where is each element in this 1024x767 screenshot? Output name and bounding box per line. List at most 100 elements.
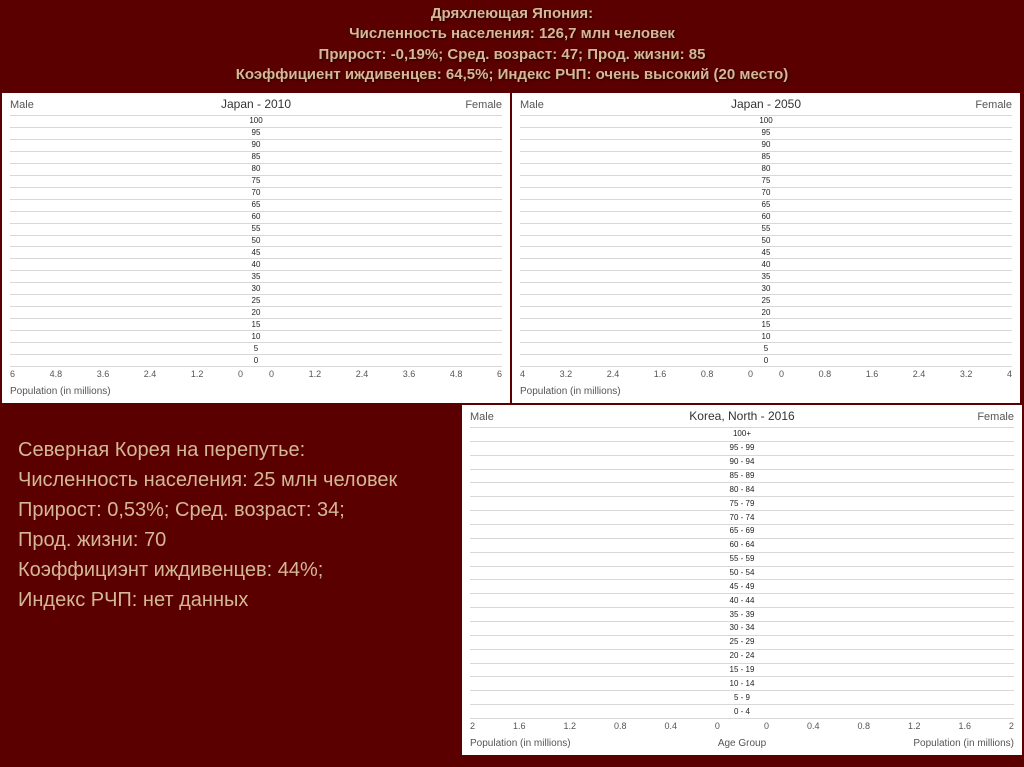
pyramid-row: 20 xyxy=(520,307,1012,319)
age-label: 20 - 24 xyxy=(720,652,764,660)
chart-north-korea-2016: Male Korea, North - 2016 Female 100+95 -… xyxy=(462,405,1022,755)
pyramid-row: 10 xyxy=(10,331,502,343)
chart-title: Korea, North - 2016 xyxy=(462,409,1022,423)
chart-title: Japan - 2010 xyxy=(2,97,510,111)
pyramid-row: 25 xyxy=(10,295,502,307)
pyramid-row: 45 xyxy=(520,247,1012,259)
age-label: 55 xyxy=(243,225,269,233)
female-label: Female xyxy=(465,99,502,111)
pyramid-row: 75 xyxy=(10,176,502,188)
age-label: 25 - 29 xyxy=(720,638,764,646)
pyramid-row: 65 xyxy=(10,200,502,212)
pyramid-row: 65 xyxy=(520,200,1012,212)
age-label: 90 xyxy=(753,141,779,149)
x-tick: 4.8 xyxy=(450,369,463,381)
age-label: 5 - 9 xyxy=(720,694,764,702)
x-tick: 0 xyxy=(779,369,784,381)
pyramid-row: 95 xyxy=(10,128,502,140)
pyramid-row: 90 xyxy=(10,140,502,152)
header-line: Дряхлеющая Япония: xyxy=(20,4,1004,24)
text-line: Прирост: 0,53%; Сред. возраст: 34; xyxy=(18,495,444,525)
age-label: 90 - 94 xyxy=(720,458,764,466)
pyramid-row: 30 - 34 xyxy=(470,622,1014,636)
age-label: 85 xyxy=(753,153,779,161)
age-label: 80 xyxy=(753,165,779,173)
pyramid-row: 40 - 44 xyxy=(470,594,1014,608)
age-label: 0 xyxy=(243,357,269,365)
x-tick: 1.2 xyxy=(563,721,576,733)
x-axis: 21.61.20.80.40 00.40.81.21.62 xyxy=(470,721,1014,733)
age-label: 65 xyxy=(243,201,269,209)
pyramid-row: 20 xyxy=(10,307,502,319)
age-label: 30 xyxy=(243,285,269,293)
x-tick: 4 xyxy=(520,369,525,381)
pyramid-row: 40 xyxy=(10,259,502,271)
population-label: Population (in millions) xyxy=(520,386,621,397)
pyramid-row: 100 xyxy=(10,115,502,128)
age-label: 35 - 39 xyxy=(720,611,764,619)
pyramid-row: 50 xyxy=(520,236,1012,248)
age-label: 80 xyxy=(243,165,269,173)
female-label: Female xyxy=(977,411,1014,423)
age-label: 55 - 59 xyxy=(720,555,764,563)
pyramid-area: 1009590858075706560555045403530252015105… xyxy=(10,115,502,367)
age-label: 0 xyxy=(753,357,779,365)
text-line: Прод. жизни: 70 xyxy=(18,525,444,555)
age-label: 85 - 89 xyxy=(720,472,764,480)
pyramid-row: 35 xyxy=(520,271,1012,283)
pyramid-row: 10 xyxy=(520,331,1012,343)
age-label: 35 xyxy=(753,273,779,281)
age-label: 20 xyxy=(243,309,269,317)
age-label: 15 xyxy=(243,321,269,329)
pyramid-area: 100+95 - 9990 - 9485 - 8980 - 8475 - 797… xyxy=(470,427,1014,719)
pyramid-row: 70 xyxy=(10,188,502,200)
age-label: 45 - 49 xyxy=(720,583,764,591)
pyramid-row: 20 - 24 xyxy=(470,650,1014,664)
age-label: 10 xyxy=(243,333,269,341)
age-label: 70 xyxy=(243,189,269,197)
header-line: Численность населения: 126,7 млн человек xyxy=(20,24,1004,44)
pyramid-row: 5 xyxy=(520,343,1012,355)
population-label: Population (in millions) xyxy=(10,386,111,397)
x-tick: 1.6 xyxy=(654,369,667,381)
pyramid-row: 15 xyxy=(10,319,502,331)
age-label: 25 xyxy=(753,297,779,305)
age-label: 65 - 69 xyxy=(720,527,764,535)
x-tick: 0.8 xyxy=(701,369,714,381)
pyramid-row: 75 xyxy=(520,176,1012,188)
chart-japan-2010: Male Japan - 2010 Female 100959085807570… xyxy=(2,93,510,403)
age-label: 70 - 74 xyxy=(720,514,764,522)
pyramid-row: 70 xyxy=(520,188,1012,200)
pyramid-row: 5 - 9 xyxy=(470,691,1014,705)
pyramid-row: 80 - 84 xyxy=(470,483,1014,497)
chart-japan-2050: Male Japan - 2050 Female 100959085807570… xyxy=(512,93,1020,403)
x-tick: 2 xyxy=(470,721,475,733)
age-label: 65 xyxy=(753,201,779,209)
pyramid-row: 85 xyxy=(10,152,502,164)
age-label: 30 xyxy=(753,285,779,293)
bottom-row: Северная Корея на перепутье: Численность… xyxy=(0,405,1024,755)
age-label: 40 - 44 xyxy=(720,597,764,605)
pyramid-area: 1009590858075706560555045403530252015105… xyxy=(520,115,1012,367)
age-label: 95 xyxy=(753,129,779,137)
header-line: Прирост: -0,19%; Сред. возраст: 47; Прод… xyxy=(20,45,1004,65)
age-label: 15 xyxy=(753,321,779,329)
pyramid-row: 5 xyxy=(10,343,502,355)
x-tick: 2.4 xyxy=(913,369,926,381)
age-label: 50 xyxy=(753,237,779,245)
x-axis: 43.22.41.60.80 00.81.62.43.24 xyxy=(520,369,1012,381)
pyramid-row: 25 xyxy=(520,295,1012,307)
pyramid-row: 40 xyxy=(520,259,1012,271)
age-label: 90 xyxy=(243,141,269,149)
x-tick: 2.4 xyxy=(607,369,620,381)
age-label: 5 xyxy=(243,345,269,353)
x-tick: 0.8 xyxy=(614,721,627,733)
age-label: 85 xyxy=(243,153,269,161)
x-tick: 6 xyxy=(497,369,502,381)
x-tick: 0.4 xyxy=(664,721,677,733)
x-tick: 3.6 xyxy=(403,369,416,381)
x-tick: 1.6 xyxy=(866,369,879,381)
x-tick: 1.6 xyxy=(513,721,526,733)
x-tick: 0.8 xyxy=(819,369,832,381)
age-label: 75 xyxy=(243,177,269,185)
